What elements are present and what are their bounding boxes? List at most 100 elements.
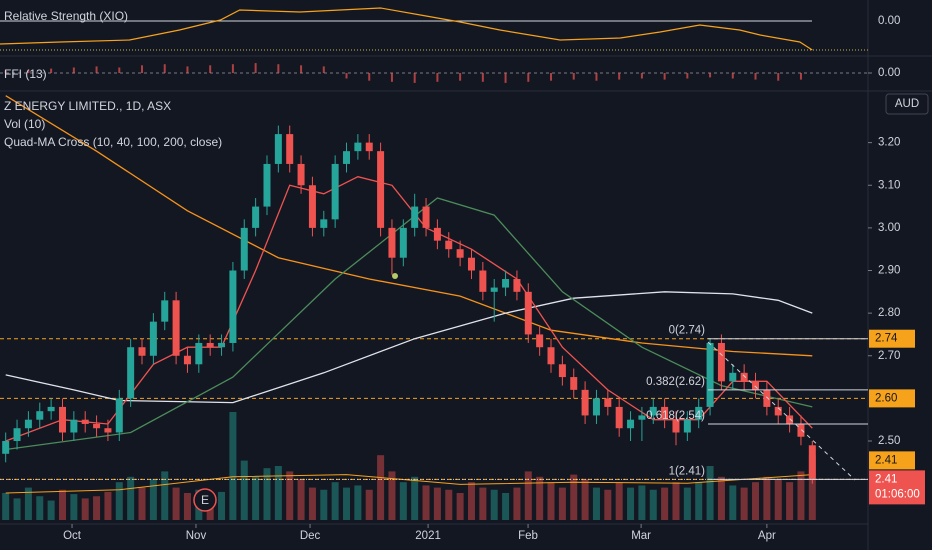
volume-bar — [320, 489, 328, 520]
volume-bar — [786, 482, 794, 520]
last-price-box — [869, 470, 925, 505]
ffi-bar — [550, 73, 553, 81]
candle-body — [161, 300, 169, 322]
candle-body — [786, 415, 794, 424]
volume-bar — [649, 489, 657, 520]
volume-bar — [740, 487, 748, 520]
ffi-bar — [209, 65, 212, 73]
ffi-bar — [277, 64, 280, 73]
candle-body — [433, 227, 441, 241]
candle-body — [524, 291, 532, 335]
volume-bar — [297, 478, 305, 520]
ffi-bar — [572, 73, 575, 80]
ffi-bar — [663, 73, 666, 80]
volume-bar — [47, 500, 55, 520]
volume-bar — [274, 466, 282, 520]
symbol-title: Z ENERGY LIMITED., 1D, ASX — [4, 99, 171, 113]
event-marker[interactable] — [193, 488, 217, 512]
candle-body — [547, 347, 555, 365]
volume-bar — [581, 478, 589, 520]
candle-body — [774, 406, 782, 416]
candle-body — [377, 151, 385, 228]
candle-body — [195, 342, 203, 365]
candle-body — [752, 381, 760, 390]
volume-bar — [524, 471, 532, 520]
volume-bar — [763, 476, 771, 520]
volume-bar — [252, 476, 260, 520]
price-line-box — [869, 329, 915, 348]
price-line-label: 2.74 — [875, 333, 898, 345]
candle-body — [456, 249, 464, 258]
candle-body — [93, 423, 101, 429]
volume-bar — [467, 482, 475, 520]
volume-bar — [13, 498, 21, 520]
candle-body — [149, 321, 157, 356]
candle-body — [661, 406, 669, 420]
candle-body — [24, 419, 32, 429]
event-label[interactable]: E — [201, 493, 209, 507]
volume-bar — [695, 482, 703, 520]
ffi-bar — [686, 73, 689, 79]
candle-body — [729, 372, 737, 382]
volume-bar — [229, 412, 237, 520]
ffi-bar — [799, 73, 802, 80]
candle-body — [331, 163, 339, 220]
y-tick-label: 3.10 — [878, 179, 900, 191]
volume-bar — [308, 487, 316, 520]
candle-body — [388, 227, 396, 258]
indicator-label: Vol (10) — [4, 117, 45, 131]
volume-bar — [161, 471, 169, 520]
ffi-bar — [72, 67, 75, 73]
volume-bar — [183, 493, 191, 520]
volume-bar — [331, 482, 339, 520]
volume-bar — [592, 487, 600, 520]
ffi-bar — [459, 73, 462, 81]
ffi-bar — [731, 73, 734, 79]
candle-body — [649, 406, 657, 416]
volume-bar — [388, 471, 396, 520]
y-tick-label: 3.00 — [878, 222, 900, 234]
candle-body — [36, 411, 44, 420]
volume-bar — [627, 487, 635, 520]
candle-body — [127, 347, 135, 399]
currency[interactable]: AUD — [895, 98, 919, 110]
candle-body — [683, 419, 691, 433]
candle-body — [308, 185, 316, 228]
candle-body — [592, 398, 600, 416]
volume-bar — [104, 491, 112, 520]
candle-body — [740, 372, 748, 382]
moving-average — [5, 197, 813, 451]
fib-label: 0(2.74) — [669, 325, 706, 337]
ffi-bar — [322, 66, 325, 73]
x-tick-label: Mar — [631, 530, 651, 542]
fib-label: 0.382(2.62) — [646, 376, 705, 388]
candle-body — [615, 406, 623, 429]
volume-bar — [547, 482, 555, 520]
candle-body — [104, 428, 112, 433]
volume-bar — [752, 482, 760, 520]
y-tick-label: 2.80 — [878, 307, 900, 319]
candle-body — [536, 334, 544, 348]
candle-body — [115, 398, 123, 433]
candle-body — [172, 300, 180, 356]
moving-average — [5, 95, 813, 357]
ffi-bar — [186, 66, 189, 73]
y-tick-label: 0.00 — [878, 15, 900, 27]
volume-bar — [93, 496, 101, 520]
candle-body — [206, 342, 214, 348]
ffi-bar — [254, 63, 257, 73]
volume-bar — [479, 487, 487, 520]
ffi-bar — [4, 70, 7, 73]
candle-body — [252, 206, 260, 228]
y-tick-label: 3.20 — [878, 137, 900, 149]
currency-box[interactable] — [885, 93, 929, 115]
volume-bar — [536, 476, 544, 520]
last-price-label: 2.41 — [875, 473, 897, 485]
volume-bar — [433, 487, 441, 520]
volume-bar — [36, 496, 44, 520]
volume-bar — [58, 489, 66, 520]
volume-bar — [127, 476, 135, 520]
volume-bar — [445, 489, 453, 520]
candle-body — [354, 142, 362, 152]
candle-body — [502, 279, 510, 288]
